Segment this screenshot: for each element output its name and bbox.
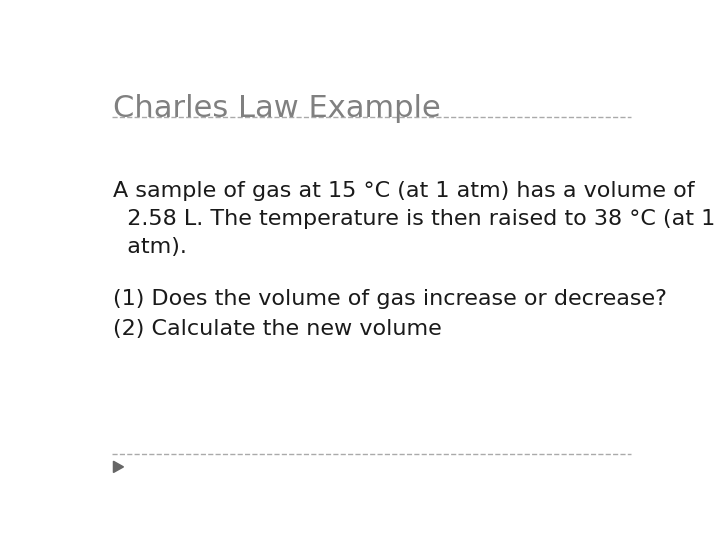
Polygon shape [114,461,124,472]
Text: (1) Does the volume of gas increase or decrease?
(2) Calculate the new volume: (1) Does the volume of gas increase or d… [114,289,667,339]
Text: Charles Law Example: Charles Law Example [114,94,441,123]
Text: A sample of gas at 15 °C (at 1 atm) has a volume of
  2.58 L. The temperature is: A sample of gas at 15 °C (at 1 atm) has … [114,181,716,257]
